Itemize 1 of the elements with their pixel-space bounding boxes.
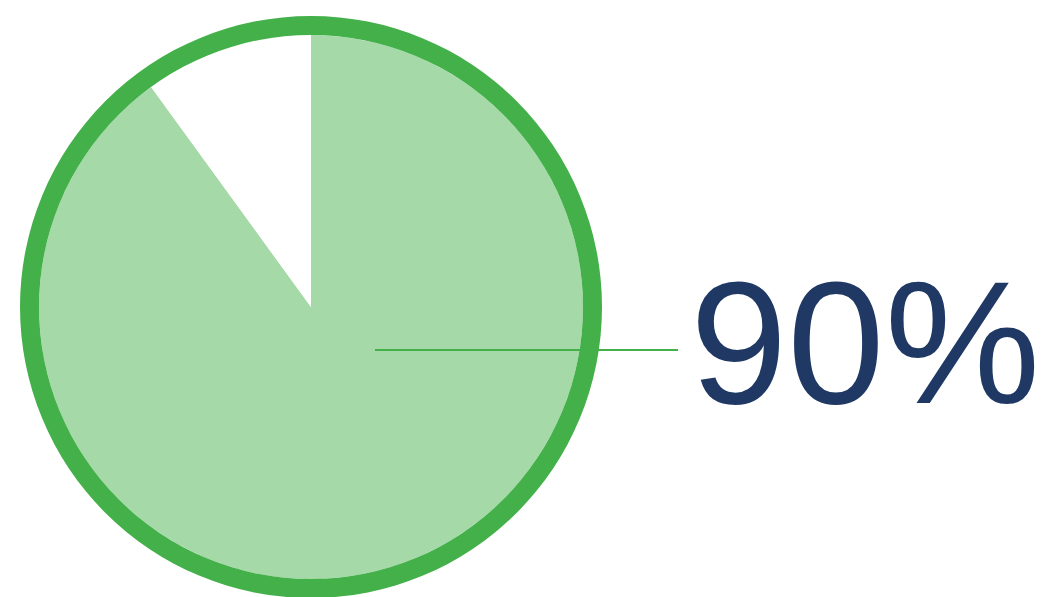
data-label: 90%	[690, 245, 1041, 440]
